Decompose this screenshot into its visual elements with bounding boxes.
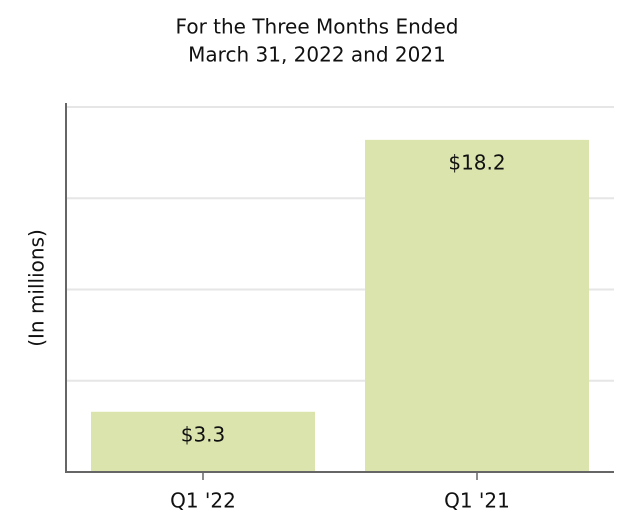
x-tick-label: Q1 '22 (170, 489, 236, 513)
bar (365, 139, 589, 472)
bar (91, 411, 315, 472)
y-axis-label: (In millions) (25, 229, 49, 347)
chart-title: For the Three Months Ended (176, 15, 459, 39)
value-label: $3.3 (181, 422, 226, 446)
chart-subtitle: March 31, 2022 and 2021 (188, 43, 446, 67)
value-label: $18.2 (448, 150, 505, 174)
x-tick-label: Q1 '21 (444, 489, 510, 513)
